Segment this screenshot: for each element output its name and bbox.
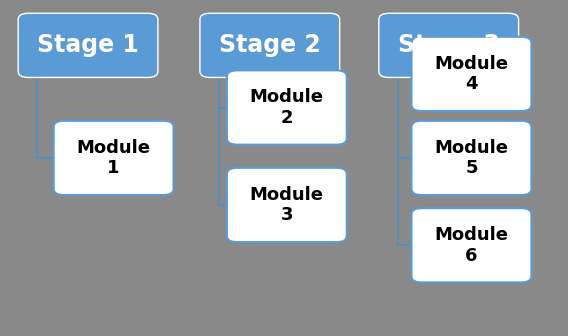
FancyBboxPatch shape (411, 37, 531, 111)
Text: Stage 2: Stage 2 (219, 33, 321, 57)
FancyBboxPatch shape (54, 121, 174, 195)
Text: Module
2: Module 2 (250, 88, 324, 127)
FancyBboxPatch shape (227, 168, 346, 242)
Text: Module
6: Module 6 (435, 226, 508, 265)
Text: Module
4: Module 4 (435, 54, 508, 93)
Text: Stage 3: Stage 3 (398, 33, 500, 57)
FancyBboxPatch shape (227, 71, 346, 144)
Text: Module
1: Module 1 (77, 138, 151, 177)
FancyBboxPatch shape (411, 121, 531, 195)
FancyBboxPatch shape (18, 13, 158, 78)
FancyBboxPatch shape (379, 13, 519, 78)
FancyBboxPatch shape (200, 13, 340, 78)
Text: Module
3: Module 3 (250, 185, 324, 224)
FancyBboxPatch shape (411, 208, 531, 282)
Text: Module
5: Module 5 (435, 138, 508, 177)
Text: Stage 1: Stage 1 (37, 33, 139, 57)
